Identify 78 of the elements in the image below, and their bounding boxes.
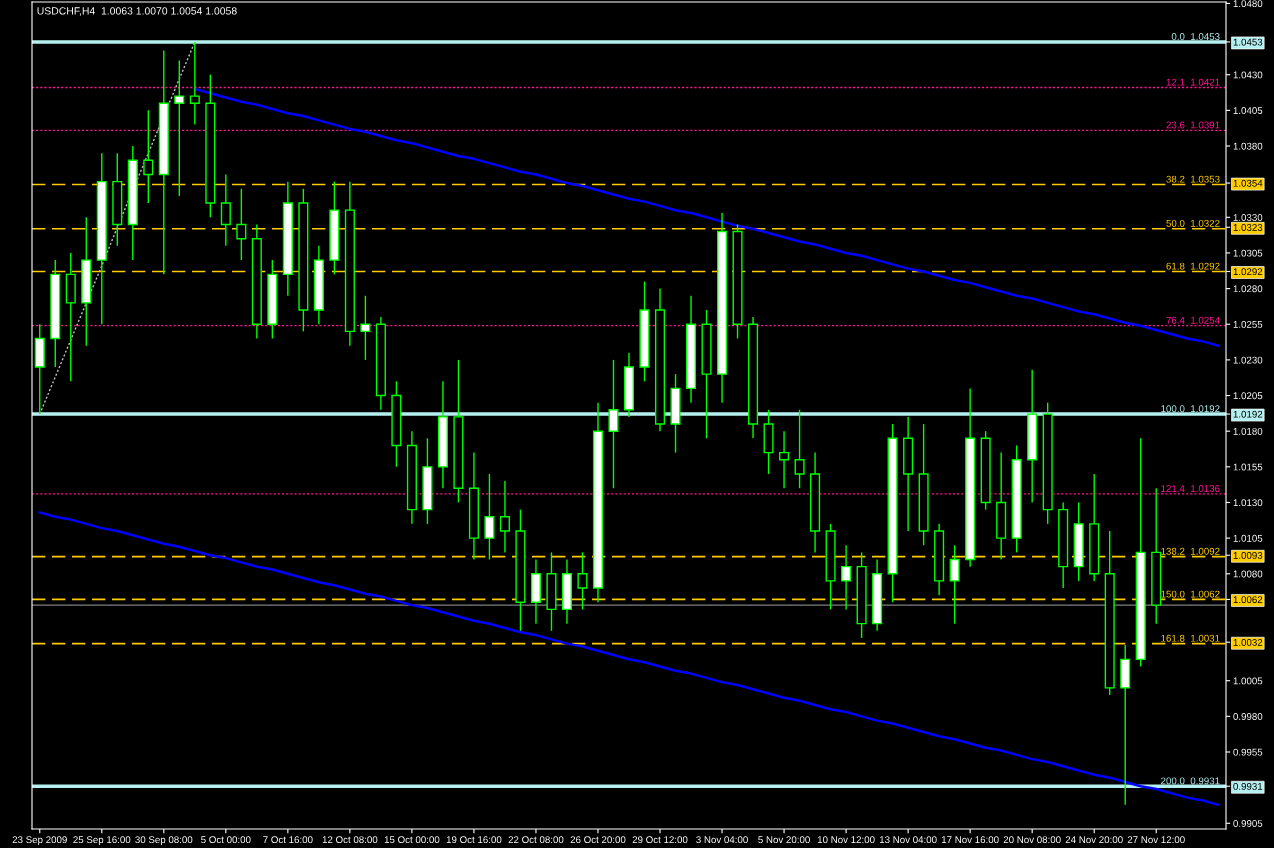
chart-title: USDCHF,H4 1.0063 1.0070 1.0054 1.0058 <box>37 7 237 16</box>
y-tick-label: 1.0032 <box>1233 638 1263 646</box>
candlestick <box>577 551 588 611</box>
y-tick-label: 0.9955 <box>1233 748 1263 756</box>
x-tick-label: 5 Oct 00:00 <box>201 836 251 844</box>
candlestick <box>608 359 619 489</box>
y-tick-label: 1.0005 <box>1233 677 1263 685</box>
y-tick-label: 1.0093 <box>1233 551 1263 559</box>
y-tick-label: 0.9931 <box>1233 782 1263 790</box>
x-tick-label: 20 Nov 08:00 <box>1003 836 1061 844</box>
y-tick-label: 1.0105 <box>1233 534 1263 542</box>
y-tick-label: 1.0330 <box>1233 214 1263 221</box>
y-tick-label: 1.0180 <box>1233 427 1263 435</box>
y-tick-label: 1.0230 <box>1233 356 1263 364</box>
ref-line-label: 50.0 1.0322 <box>1166 219 1220 227</box>
ref-line-label: 76.4 1.0254 <box>1166 316 1220 324</box>
candlestick <box>360 295 371 361</box>
candlestick <box>779 430 790 489</box>
y-tick-label: 1.0292 <box>1233 268 1263 276</box>
x-tick-label: 23 Sep 2009 <box>12 836 67 846</box>
y-tick-label: 1.0323 <box>1233 224 1263 231</box>
candlestick <box>484 473 495 561</box>
y-tick-label: 1.0255 <box>1233 320 1263 328</box>
y-tick-label: 1.0155 <box>1233 463 1263 471</box>
x-tick-label: 22 Oct 08:00 <box>508 836 564 844</box>
x-tick-label: 26 Oct 20:00 <box>570 836 626 844</box>
y-tick-label: 1.0354 <box>1233 179 1263 187</box>
x-tick-label: 13 Nov 04:00 <box>879 836 937 844</box>
x-tick-label: 25 Sep 16:00 <box>73 836 131 846</box>
x-tick-label: 3 Nov 04:00 <box>696 836 748 844</box>
candlestick <box>949 544 960 625</box>
candlestick <box>143 109 154 204</box>
x-tick-label: 30 Sep 08:00 <box>135 836 193 846</box>
line-series <box>39 41 196 415</box>
y-tick-label: 1.0080 <box>1233 570 1263 578</box>
x-tick-label: 5 Nov 20:00 <box>758 836 810 844</box>
ref-line-label: 138.2 1.0092 <box>1161 547 1220 555</box>
candlestick <box>189 41 200 126</box>
x-tick-label: 15 Oct 00:00 <box>384 836 440 844</box>
x-tick-label: 12 Oct 08:00 <box>322 836 378 844</box>
line-series <box>193 87 1220 347</box>
ref-line-label: 121.4 1.0136 <box>1161 485 1220 492</box>
y-tick-label: 0.9980 <box>1233 713 1263 720</box>
y-tick-label: 1.0380 <box>1233 142 1263 150</box>
ref-line-label: 12.1 1.0421 <box>1166 78 1220 86</box>
ref-line-label: 200.0 0.9931 <box>1161 777 1220 785</box>
x-tick-label: 19 Oct 16:00 <box>446 836 502 844</box>
x-tick-label: 24 Nov 20:00 <box>1065 836 1123 844</box>
y-tick-label: 1.0062 <box>1233 596 1263 604</box>
x-tick-label: 17 Nov 16:00 <box>941 836 999 844</box>
y-tick-label: 1.0430 <box>1233 71 1263 79</box>
ref-line-label: 161.8 1.0031 <box>1161 634 1220 642</box>
y-tick-label: 1.0130 <box>1233 499 1263 507</box>
ref-line-label: 38.2 1.0353 <box>1166 175 1220 183</box>
candlestick <box>236 188 247 261</box>
candlestick <box>794 409 805 489</box>
x-tick-label: 10 Nov 12:00 <box>817 836 875 844</box>
y-tick-label: 1.0405 <box>1233 107 1263 114</box>
x-tick-label: 29 Oct 12:00 <box>632 836 688 844</box>
candlestick <box>499 480 510 554</box>
ref-line-label: 150.0 1.0062 <box>1161 590 1220 598</box>
x-tick-label: 27 Nov 12:00 <box>1127 836 1185 844</box>
ref-line-label: 100.0 1.0192 <box>1161 405 1220 413</box>
y-tick-label: 1.0480 <box>1233 0 1263 8</box>
line-series <box>38 511 1220 807</box>
candlestick <box>220 173 231 247</box>
y-tick-label: 1.0192 <box>1233 410 1263 418</box>
ref-line-label: 0.0 1.0453 <box>1171 33 1220 40</box>
ref-line-label: 61.8 1.0292 <box>1166 262 1220 270</box>
candlestick <box>174 59 185 197</box>
y-tick-label: 1.0305 <box>1233 249 1263 257</box>
x-tick-label: 7 Oct 16:00 <box>263 836 313 844</box>
ref-line-label: 23.6 1.0391 <box>1166 121 1220 129</box>
y-tick-label: 1.0453 <box>1233 38 1263 46</box>
candlestick <box>841 544 852 611</box>
y-tick-label: 1.0280 <box>1233 285 1263 293</box>
y-tick-label: 1.0205 <box>1233 392 1263 400</box>
y-tick-label: 0.9905 <box>1233 820 1263 827</box>
